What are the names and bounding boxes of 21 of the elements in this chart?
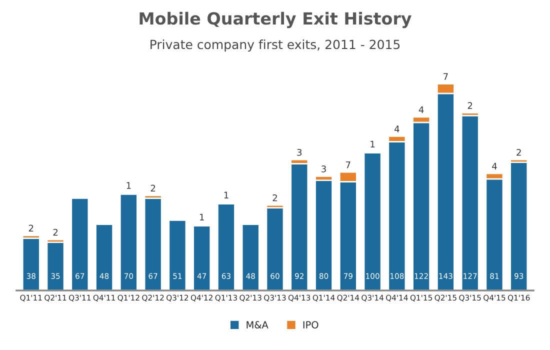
chart-subtitle: Private company first exits, 2011 - 2015 [150, 40, 400, 52]
data-label: 2 [28, 224, 34, 232]
data-label: 1 [200, 214, 204, 220]
legend-label: M&A [246, 321, 268, 328]
data-label: 2 [516, 148, 521, 156]
data-label: 3 [297, 148, 302, 156]
data-label: 1 [126, 182, 131, 189]
data-label: 1 [224, 192, 228, 198]
chart-title: Mobile Quarterly Exit History [140, 12, 412, 28]
data-label: 2 [150, 184, 156, 192]
data-label: 1 [370, 140, 375, 148]
data-label: 7 [444, 73, 448, 80]
data-label: 2 [468, 102, 472, 109]
data-label: 4 [418, 106, 424, 113]
legend-label: IPO [303, 321, 318, 328]
data-label: 4 [394, 126, 400, 132]
data-label: 3 [322, 166, 326, 172]
data-label: 2 [53, 228, 58, 236]
data-label: 4 [492, 162, 497, 170]
data-label: 7 [346, 161, 350, 168]
data-label: 2 [272, 194, 277, 202]
